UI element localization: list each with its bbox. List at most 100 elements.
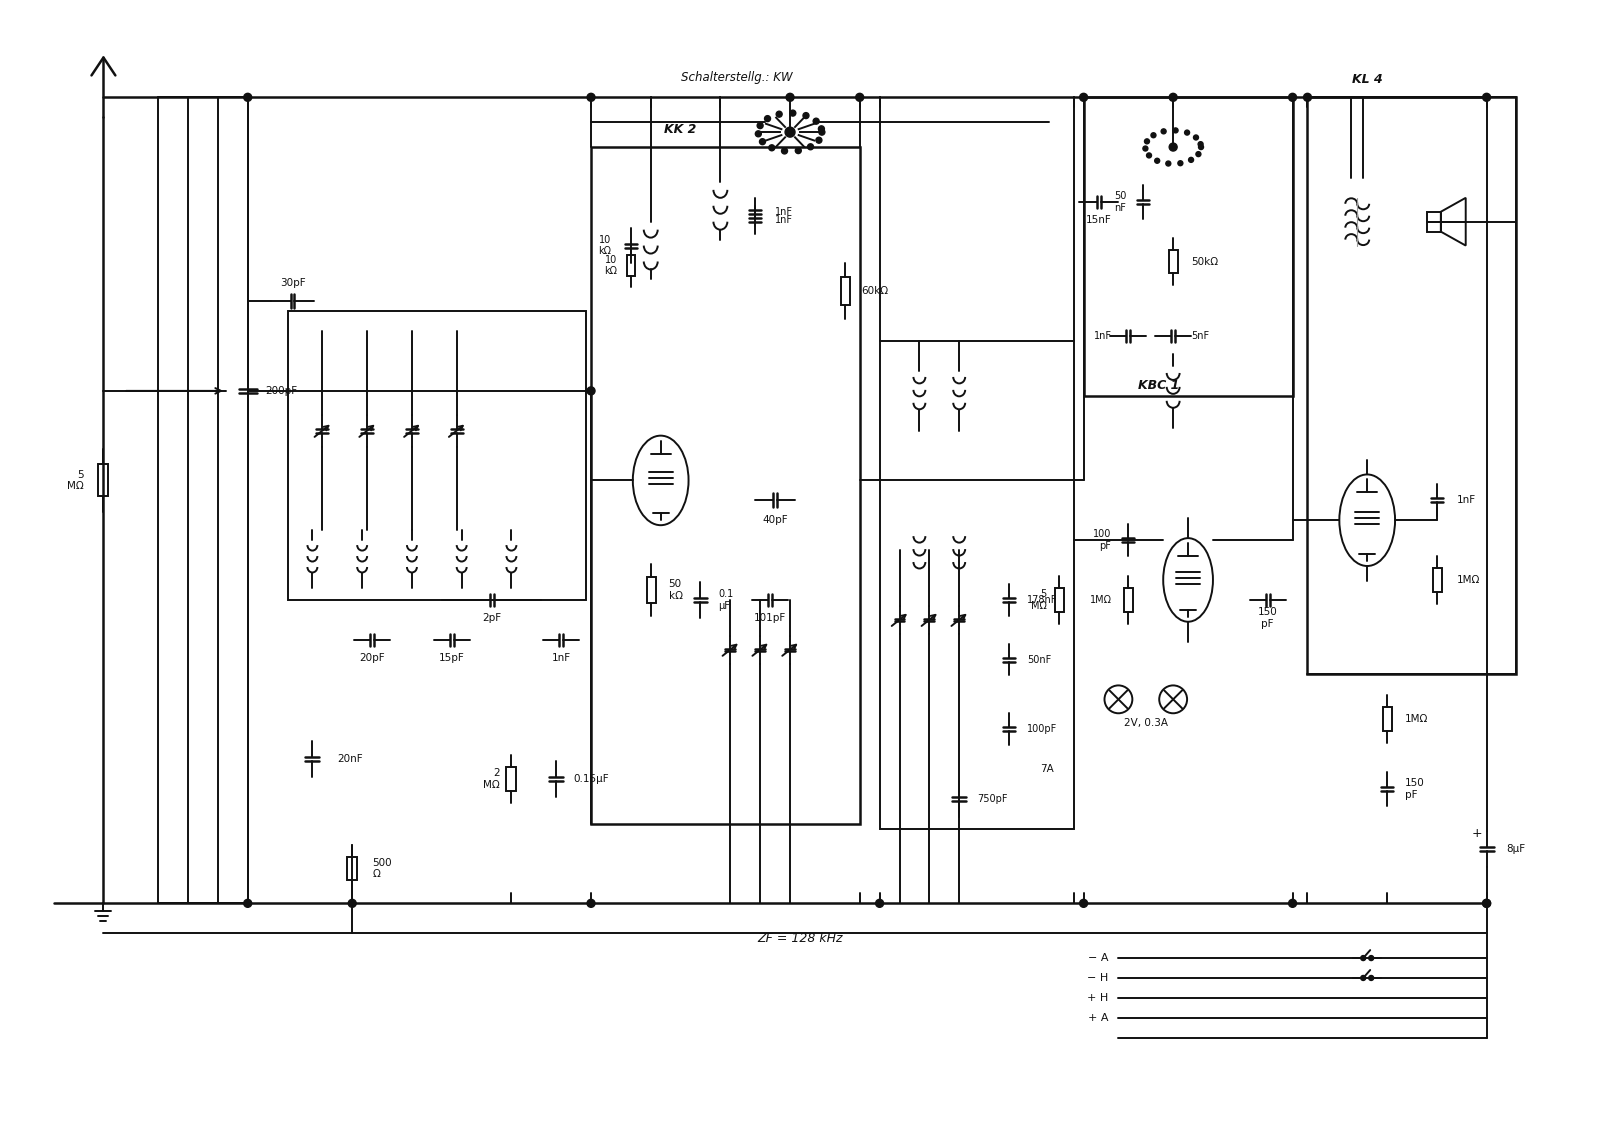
Text: 20pF: 20pF bbox=[360, 653, 386, 663]
Bar bbox=[1125, 588, 1133, 612]
Text: 150
pF: 150 pF bbox=[1405, 778, 1424, 800]
Circle shape bbox=[1288, 899, 1296, 907]
Text: 100
pF: 100 pF bbox=[1093, 529, 1112, 551]
Circle shape bbox=[587, 94, 595, 102]
Circle shape bbox=[1166, 161, 1171, 166]
Text: 60kΩ: 60kΩ bbox=[862, 286, 890, 296]
Text: 50
kΩ: 50 kΩ bbox=[669, 579, 683, 601]
Text: 1MΩ: 1MΩ bbox=[1456, 575, 1480, 585]
Circle shape bbox=[1288, 94, 1296, 102]
Circle shape bbox=[1194, 135, 1198, 140]
Circle shape bbox=[795, 148, 802, 154]
Circle shape bbox=[1170, 144, 1178, 152]
Text: − H: − H bbox=[1088, 973, 1109, 983]
Bar bbox=[1434, 568, 1442, 592]
Bar bbox=[1427, 211, 1442, 232]
Circle shape bbox=[786, 127, 795, 137]
Text: 1MΩ: 1MΩ bbox=[1405, 715, 1429, 724]
Bar bbox=[646, 577, 656, 603]
Text: 200pF: 200pF bbox=[266, 386, 298, 396]
Text: 150
pF: 150 pF bbox=[1258, 607, 1277, 629]
Text: 40pF: 40pF bbox=[762, 516, 787, 525]
Text: 8μF: 8μF bbox=[1507, 844, 1526, 854]
Text: 101pF: 101pF bbox=[754, 613, 786, 623]
Text: 0.1
μF: 0.1 μF bbox=[718, 589, 734, 611]
Circle shape bbox=[1080, 899, 1088, 907]
Text: 20nF: 20nF bbox=[338, 754, 363, 765]
Circle shape bbox=[243, 899, 251, 907]
Bar bbox=[1054, 588, 1064, 612]
Circle shape bbox=[781, 148, 787, 154]
Circle shape bbox=[243, 94, 251, 102]
Circle shape bbox=[1483, 94, 1491, 102]
Bar bbox=[627, 254, 635, 276]
Circle shape bbox=[790, 110, 795, 116]
Circle shape bbox=[1080, 94, 1088, 102]
Text: Schalterstellg.: KW: Schalterstellg.: KW bbox=[680, 71, 792, 84]
Text: 5nF: 5nF bbox=[1190, 331, 1210, 342]
Circle shape bbox=[1155, 158, 1160, 163]
Circle shape bbox=[1198, 141, 1203, 147]
Text: 30pF: 30pF bbox=[280, 278, 306, 288]
Text: 2pF: 2pF bbox=[482, 613, 501, 623]
Bar bbox=[1382, 707, 1392, 731]
Text: 100pF: 100pF bbox=[1027, 724, 1058, 734]
Text: 15pF: 15pF bbox=[438, 653, 464, 663]
Text: KK 2: KK 2 bbox=[664, 122, 696, 136]
Circle shape bbox=[765, 115, 771, 122]
Circle shape bbox=[587, 899, 595, 907]
Circle shape bbox=[819, 126, 824, 132]
Text: 10
kΩ: 10 kΩ bbox=[598, 235, 611, 257]
Circle shape bbox=[1304, 94, 1312, 102]
Circle shape bbox=[786, 94, 794, 102]
Text: 10
kΩ: 10 kΩ bbox=[603, 254, 618, 276]
Circle shape bbox=[1189, 157, 1194, 163]
Circle shape bbox=[1150, 132, 1155, 138]
Bar bbox=[1170, 250, 1178, 274]
Circle shape bbox=[1184, 130, 1189, 135]
Bar bbox=[99, 465, 109, 497]
Text: 500
Ω: 500 Ω bbox=[373, 857, 392, 879]
Circle shape bbox=[813, 119, 819, 124]
Text: 2V, 0.3A: 2V, 0.3A bbox=[1125, 718, 1168, 728]
Circle shape bbox=[819, 129, 826, 135]
Circle shape bbox=[768, 145, 774, 150]
Text: +: + bbox=[1472, 827, 1482, 840]
Text: 5
MΩ: 5 MΩ bbox=[1030, 589, 1046, 611]
Text: 1nF: 1nF bbox=[1456, 495, 1475, 506]
Circle shape bbox=[776, 111, 782, 118]
Bar bbox=[840, 277, 850, 305]
Bar bbox=[507, 767, 517, 791]
Text: 1nF: 1nF bbox=[1093, 331, 1112, 342]
Circle shape bbox=[1198, 145, 1203, 149]
Circle shape bbox=[587, 387, 595, 395]
Text: KL 4: KL 4 bbox=[1352, 72, 1382, 86]
Circle shape bbox=[1144, 139, 1149, 144]
Text: KBC 1: KBC 1 bbox=[1138, 379, 1179, 392]
Circle shape bbox=[757, 122, 763, 129]
Circle shape bbox=[803, 113, 810, 119]
Text: 5
MΩ: 5 MΩ bbox=[67, 469, 83, 491]
Circle shape bbox=[875, 899, 883, 907]
Circle shape bbox=[1483, 899, 1491, 907]
Bar bbox=[1083, 97, 1293, 396]
Circle shape bbox=[1195, 152, 1202, 156]
Circle shape bbox=[1360, 956, 1366, 960]
Circle shape bbox=[349, 899, 357, 907]
Bar bbox=[347, 856, 357, 880]
Circle shape bbox=[808, 144, 813, 149]
Text: 7A: 7A bbox=[1040, 765, 1054, 774]
Circle shape bbox=[1368, 975, 1374, 981]
Bar bbox=[880, 342, 1074, 829]
Circle shape bbox=[1162, 129, 1166, 133]
Circle shape bbox=[1173, 128, 1178, 133]
Circle shape bbox=[856, 94, 864, 102]
Bar bbox=[590, 147, 859, 823]
Circle shape bbox=[755, 131, 762, 137]
Text: + H: + H bbox=[1088, 993, 1109, 1003]
Text: ZF = 128 kHz: ZF = 128 kHz bbox=[757, 932, 843, 944]
Circle shape bbox=[1178, 161, 1182, 166]
Circle shape bbox=[760, 139, 765, 145]
Text: + A: + A bbox=[1088, 1012, 1109, 1022]
Circle shape bbox=[1147, 153, 1152, 158]
